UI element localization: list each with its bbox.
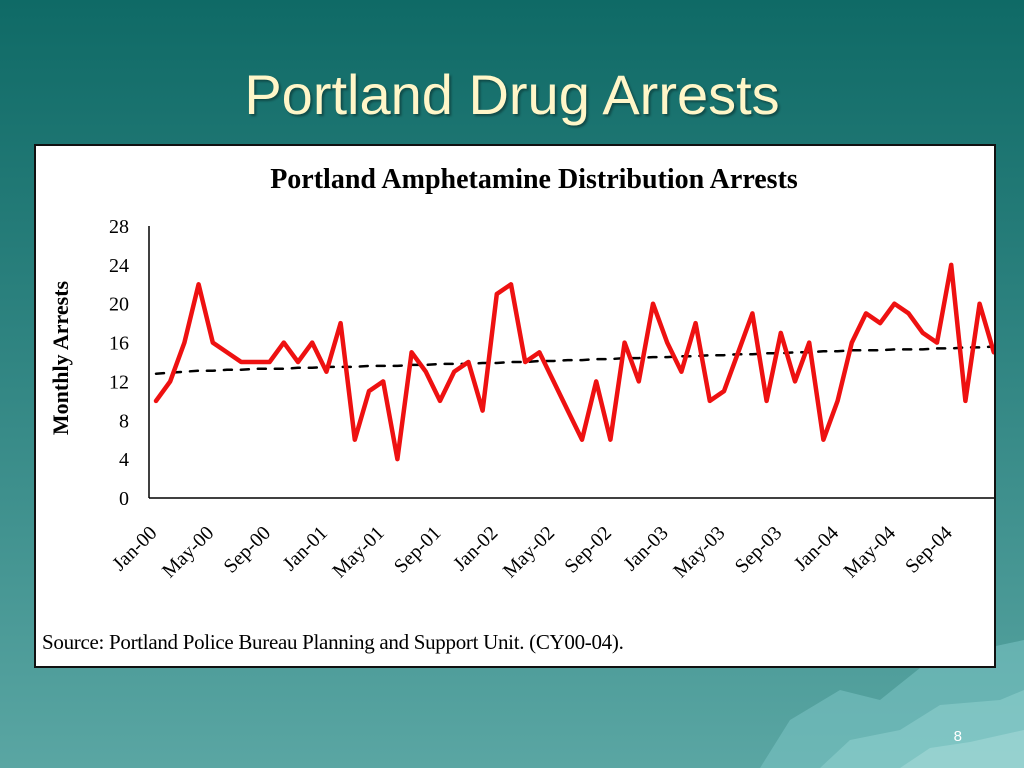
- chart-axes: [148, 226, 994, 499]
- y-tick-label: 20: [109, 294, 129, 316]
- x-tick-label: May-01: [328, 522, 388, 582]
- y-tick-labels: 0 4 8 12 16 20 24 28: [109, 216, 129, 510]
- chart-frame: Portland Amphetamine Distribution Arrest…: [34, 144, 996, 668]
- x-tick-label: May-00: [158, 522, 218, 582]
- x-tick-label: May-04: [840, 522, 900, 582]
- y-tick-label: 24: [109, 255, 129, 277]
- x-tick-label: Jan-03: [619, 522, 672, 575]
- x-tick-label: Sep-02: [560, 522, 616, 578]
- trend-line-series: [154, 345, 994, 375]
- y-tick-label: 4: [119, 449, 129, 471]
- x-tick-label: Sep-00: [220, 522, 276, 578]
- line-chart: Portland Amphetamine Distribution Arrest…: [48, 164, 994, 582]
- x-tick-label: Jan-00: [108, 522, 161, 575]
- series-layer: [153, 262, 994, 462]
- x-tick-label: Jan-01: [279, 522, 332, 575]
- chart-title: Portland Amphetamine Distribution Arrest…: [270, 164, 798, 195]
- x-tick-label: May-02: [499, 522, 559, 582]
- y-tick-label: 28: [109, 216, 129, 238]
- y-axis-label: Monthly Arrests: [48, 280, 73, 435]
- slide-title: Portland Drug Arrests: [244, 63, 780, 126]
- x-tick-label: Sep-03: [731, 522, 787, 578]
- y-tick-label: 16: [109, 333, 129, 355]
- page-number: 8: [953, 728, 962, 745]
- source-note: Source: Portland Police Bureau Planning …: [42, 630, 624, 654]
- x-tick-label: Sep-01: [390, 522, 446, 578]
- monthly-arrests-series: [153, 262, 994, 462]
- y-tick-label: 12: [109, 371, 129, 393]
- x-tick-label: Jan-04: [790, 522, 843, 575]
- x-tick-label: Sep-04: [901, 522, 957, 578]
- x-tick-label: May-03: [669, 522, 729, 582]
- y-tick-label: 8: [119, 410, 129, 432]
- x-tick-label: Jan-02: [449, 522, 502, 575]
- y-tick-label: 0: [119, 488, 129, 510]
